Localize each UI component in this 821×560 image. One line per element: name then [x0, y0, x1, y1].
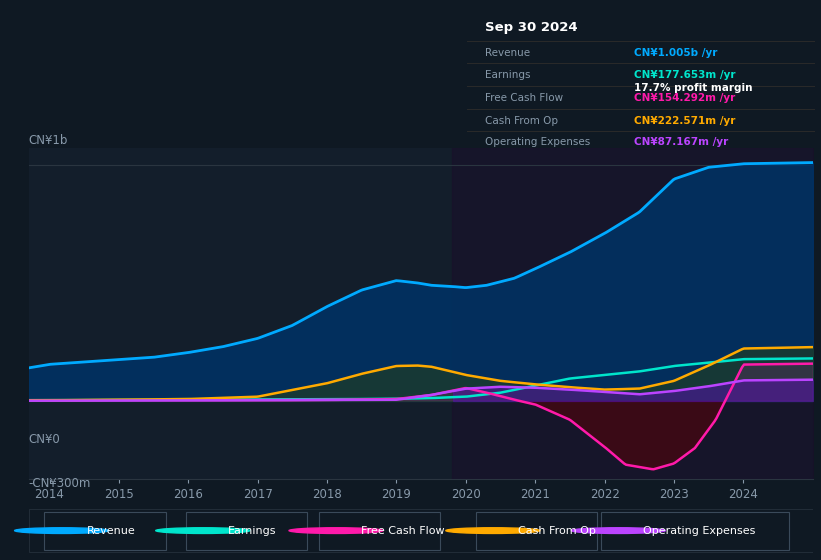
- Circle shape: [15, 528, 108, 534]
- Text: CN¥0: CN¥0: [29, 433, 61, 446]
- Text: CN¥1.005b /yr: CN¥1.005b /yr: [635, 48, 718, 58]
- Text: Operating Expenses: Operating Expenses: [484, 137, 589, 147]
- Circle shape: [571, 528, 665, 534]
- Text: Revenue: Revenue: [87, 526, 135, 535]
- Text: -CN¥300m: -CN¥300m: [29, 477, 91, 490]
- Text: Cash From Op: Cash From Op: [518, 526, 596, 535]
- Text: CN¥177.653m /yr: CN¥177.653m /yr: [635, 69, 736, 80]
- Circle shape: [446, 528, 540, 534]
- Circle shape: [289, 528, 383, 534]
- Text: Operating Expenses: Operating Expenses: [644, 526, 756, 535]
- Text: CN¥87.167m /yr: CN¥87.167m /yr: [635, 137, 728, 147]
- Text: Revenue: Revenue: [484, 48, 530, 58]
- Text: CN¥222.571m /yr: CN¥222.571m /yr: [635, 116, 736, 126]
- Text: Free Cash Flow: Free Cash Flow: [484, 92, 562, 102]
- Text: Free Cash Flow: Free Cash Flow: [361, 526, 445, 535]
- Text: Earnings: Earnings: [228, 526, 277, 535]
- Text: CN¥1b: CN¥1b: [29, 134, 68, 147]
- Text: Sep 30 2024: Sep 30 2024: [484, 21, 577, 34]
- Text: CN¥154.292m /yr: CN¥154.292m /yr: [635, 92, 736, 102]
- Text: Earnings: Earnings: [484, 69, 530, 80]
- Circle shape: [156, 528, 250, 534]
- Text: Cash From Op: Cash From Op: [484, 116, 557, 126]
- Text: 17.7% profit margin: 17.7% profit margin: [635, 82, 753, 92]
